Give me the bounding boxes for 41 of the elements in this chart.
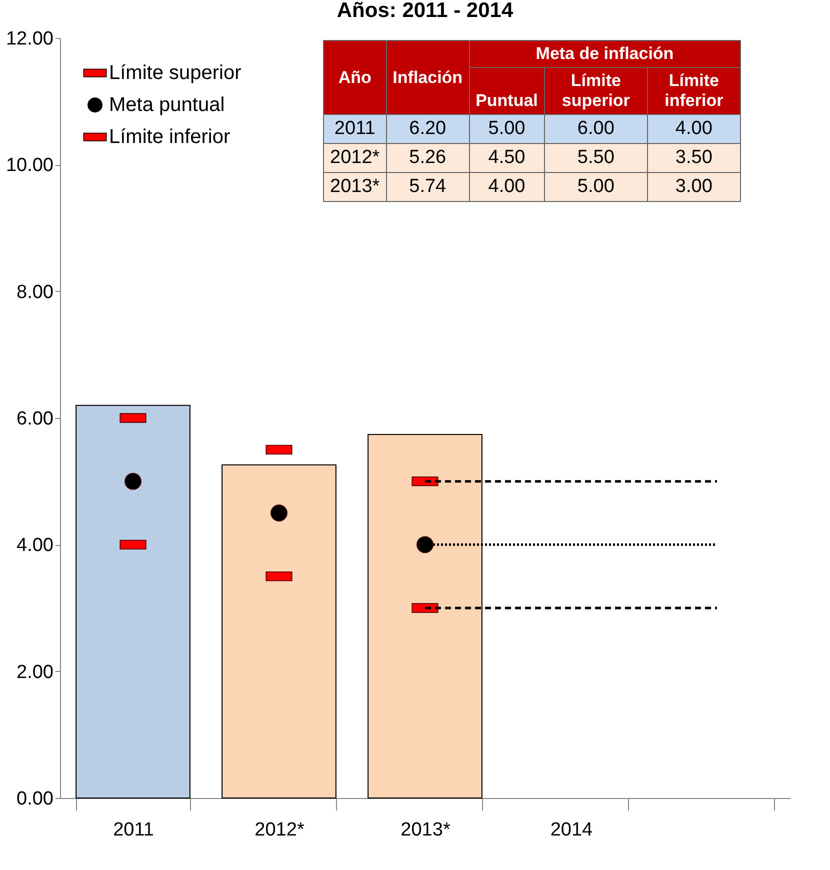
table-header-cell: Puntual [469,68,544,114]
table-header-cell: Meta de inflación [469,40,740,68]
y-tick-label: 8.00 [16,282,54,303]
annotation: 4.00 [647,114,740,144]
y-tick-label: 2.00 [16,662,54,683]
table-header-cell: Año [324,40,386,114]
annotation: 5.00 [469,114,544,144]
annotation: 3.50 [647,144,740,172]
y-tick-label: 12.00 [6,28,54,50]
annotation: 4.50 [469,144,544,172]
annotation: 5.00 [544,172,648,202]
y-tick-label: 0.00 [16,788,54,810]
annotation: 6.20 [386,114,470,144]
y-tick-label: 10.00 [6,155,54,176]
annotation: 3.00 [647,172,740,202]
legend-label: Meta puntual [109,94,225,116]
legend-label: Límite superior [109,62,242,84]
table-header-cell: Límite superior [544,68,648,114]
annotation: 2011 [324,114,386,144]
annotation: 2012* [324,144,386,172]
point [270,504,288,522]
annotation: 5.26 [386,144,470,172]
annotation: 4.00 [469,172,544,202]
x-tick-label: 2013* [400,820,451,840]
x-tick-label: 2012* [254,820,305,840]
chart-title: Años: 2011 - 2014 [336,0,514,22]
y-tick-label: 6.00 [16,408,54,430]
x-tick-label: 2014 [550,820,594,840]
point [124,472,142,490]
point [416,536,434,554]
legend-label: Límite inferior [109,126,230,148]
bar [222,464,336,798]
x-tick-label: 2011 [113,820,154,840]
table-header-cell: Inflación [386,40,470,114]
annotation: 2013* [324,172,386,202]
annotation: 5.74 [386,172,470,202]
annotation: 5.50 [544,144,648,172]
table-header-cell: Límite inferior [647,68,740,114]
bar [76,404,190,798]
y-tick-label: 4.00 [16,535,54,556]
annotation: 6.00 [544,114,648,144]
